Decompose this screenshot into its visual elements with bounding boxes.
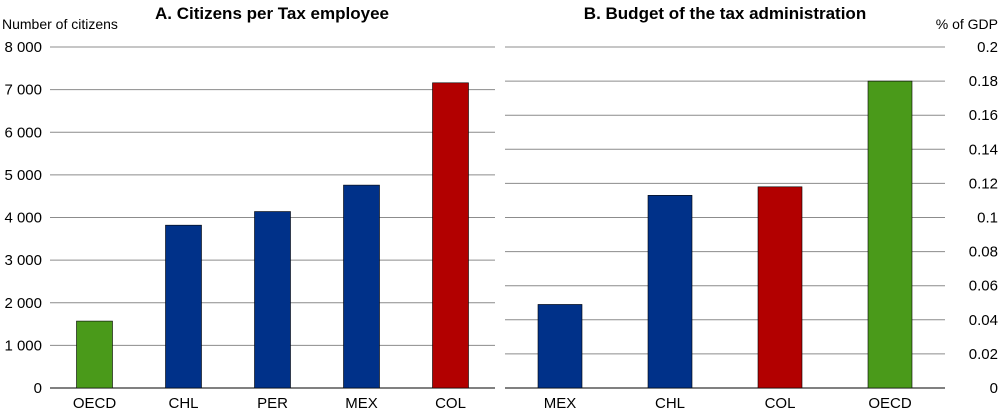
panel-a-x-tick-label: CHL: [168, 395, 198, 410]
panel-a-y-tick-labels: 0 1 000 2 000 3 000 4 000 5 000 6 000 7 000 8 00…: [4, 39, 42, 397]
panel-b-bar-col: [757, 186, 803, 389]
panel-a-bars: [76, 82, 469, 389]
panel-a-x-tick-label: MEX: [345, 395, 378, 410]
panel-b-y-tick-label: 0.02: [969, 346, 998, 363]
panel-a-y-tick-label: 4 000: [4, 210, 42, 227]
panel-a-x-tick-label: COL: [435, 395, 466, 410]
panel-a-y-tick-label: 2 000: [4, 295, 42, 312]
panel-b-y-tick-label: 0: [990, 380, 998, 397]
panel-b-x-tick-label: COL: [765, 395, 796, 410]
panel-b-bar-oecd: [867, 80, 913, 389]
panel-b-y-tick-label: 0.14: [969, 141, 998, 158]
panel-b-x-tick-labels: MEX CHL COL OECD: [544, 395, 912, 410]
panel-b-bar-mex: [537, 304, 583, 389]
panel-a-bar-oecd: [76, 320, 113, 389]
panel-b-bar-chl: [647, 195, 693, 389]
panel-a-bar-per: [254, 211, 291, 389]
panel-b-x-tick-label: OECD: [868, 395, 912, 410]
panel-a-title: A. Citizens per Tax employee: [155, 4, 389, 23]
panel-b-y-tick-label: 0.18: [969, 73, 998, 90]
panel-a-y-tick-label: 5 000: [4, 167, 42, 184]
panel-a-y-tick-label: 1 000: [4, 337, 42, 354]
panel-a-x-tick-labels: OECD CHL PER MEX COL: [73, 395, 466, 410]
panel-b-y-tick-labels: 0 0.02 0.04 0.06 0.08 0.1 0.12 0.14 0.16 0.18 0.2: [969, 39, 998, 397]
panel-b-y-tick-label: 0.2: [977, 39, 998, 56]
panel-a-bar-col: [432, 82, 469, 389]
panel-a-x-tick-label: PER: [257, 395, 288, 410]
panel-b-bars: [537, 80, 913, 389]
panel-b-title: B. Budget of the tax administration: [584, 4, 866, 23]
panel-citizens-per-tax-employee: A. Citizens per Tax employee Number of c…: [2, 4, 495, 410]
panel-a-x-tick-label: OECD: [73, 395, 117, 410]
panel-a-y-tick-label: 8 000: [4, 39, 42, 56]
panel-b-x-tick-label: MEX: [544, 395, 577, 410]
panel-a-y-tick-label: 6 000: [4, 124, 42, 141]
panel-b-x-tick-label: CHL: [655, 395, 685, 410]
panel-tax-administration-budget: B. Budget of the tax administration % of…: [505, 4, 998, 410]
panel-b-y-tick-label: 0.06: [969, 278, 998, 295]
panel-b-y-tick-label: 0.04: [969, 312, 998, 329]
panel-a-y-tick-label: 7 000: [4, 82, 42, 99]
panel-b-y-tick-label: 0.08: [969, 244, 998, 261]
panel-a-bar-mex: [343, 184, 380, 389]
panel-a-y-tick-label: 0: [34, 380, 42, 397]
panel-a-y-tick-label: 3 000: [4, 252, 42, 269]
panel-b-y-tick-label: 0.12: [969, 175, 998, 192]
panel-b-y-axis-label: % of GDP: [936, 16, 998, 32]
panel-a-bar-chl: [165, 224, 202, 389]
panel-a-y-axis-label: Number of citizens: [2, 16, 118, 32]
panel-b-y-tick-label: 0.1: [977, 210, 998, 227]
panel-b-y-tick-label: 0.16: [969, 107, 998, 124]
